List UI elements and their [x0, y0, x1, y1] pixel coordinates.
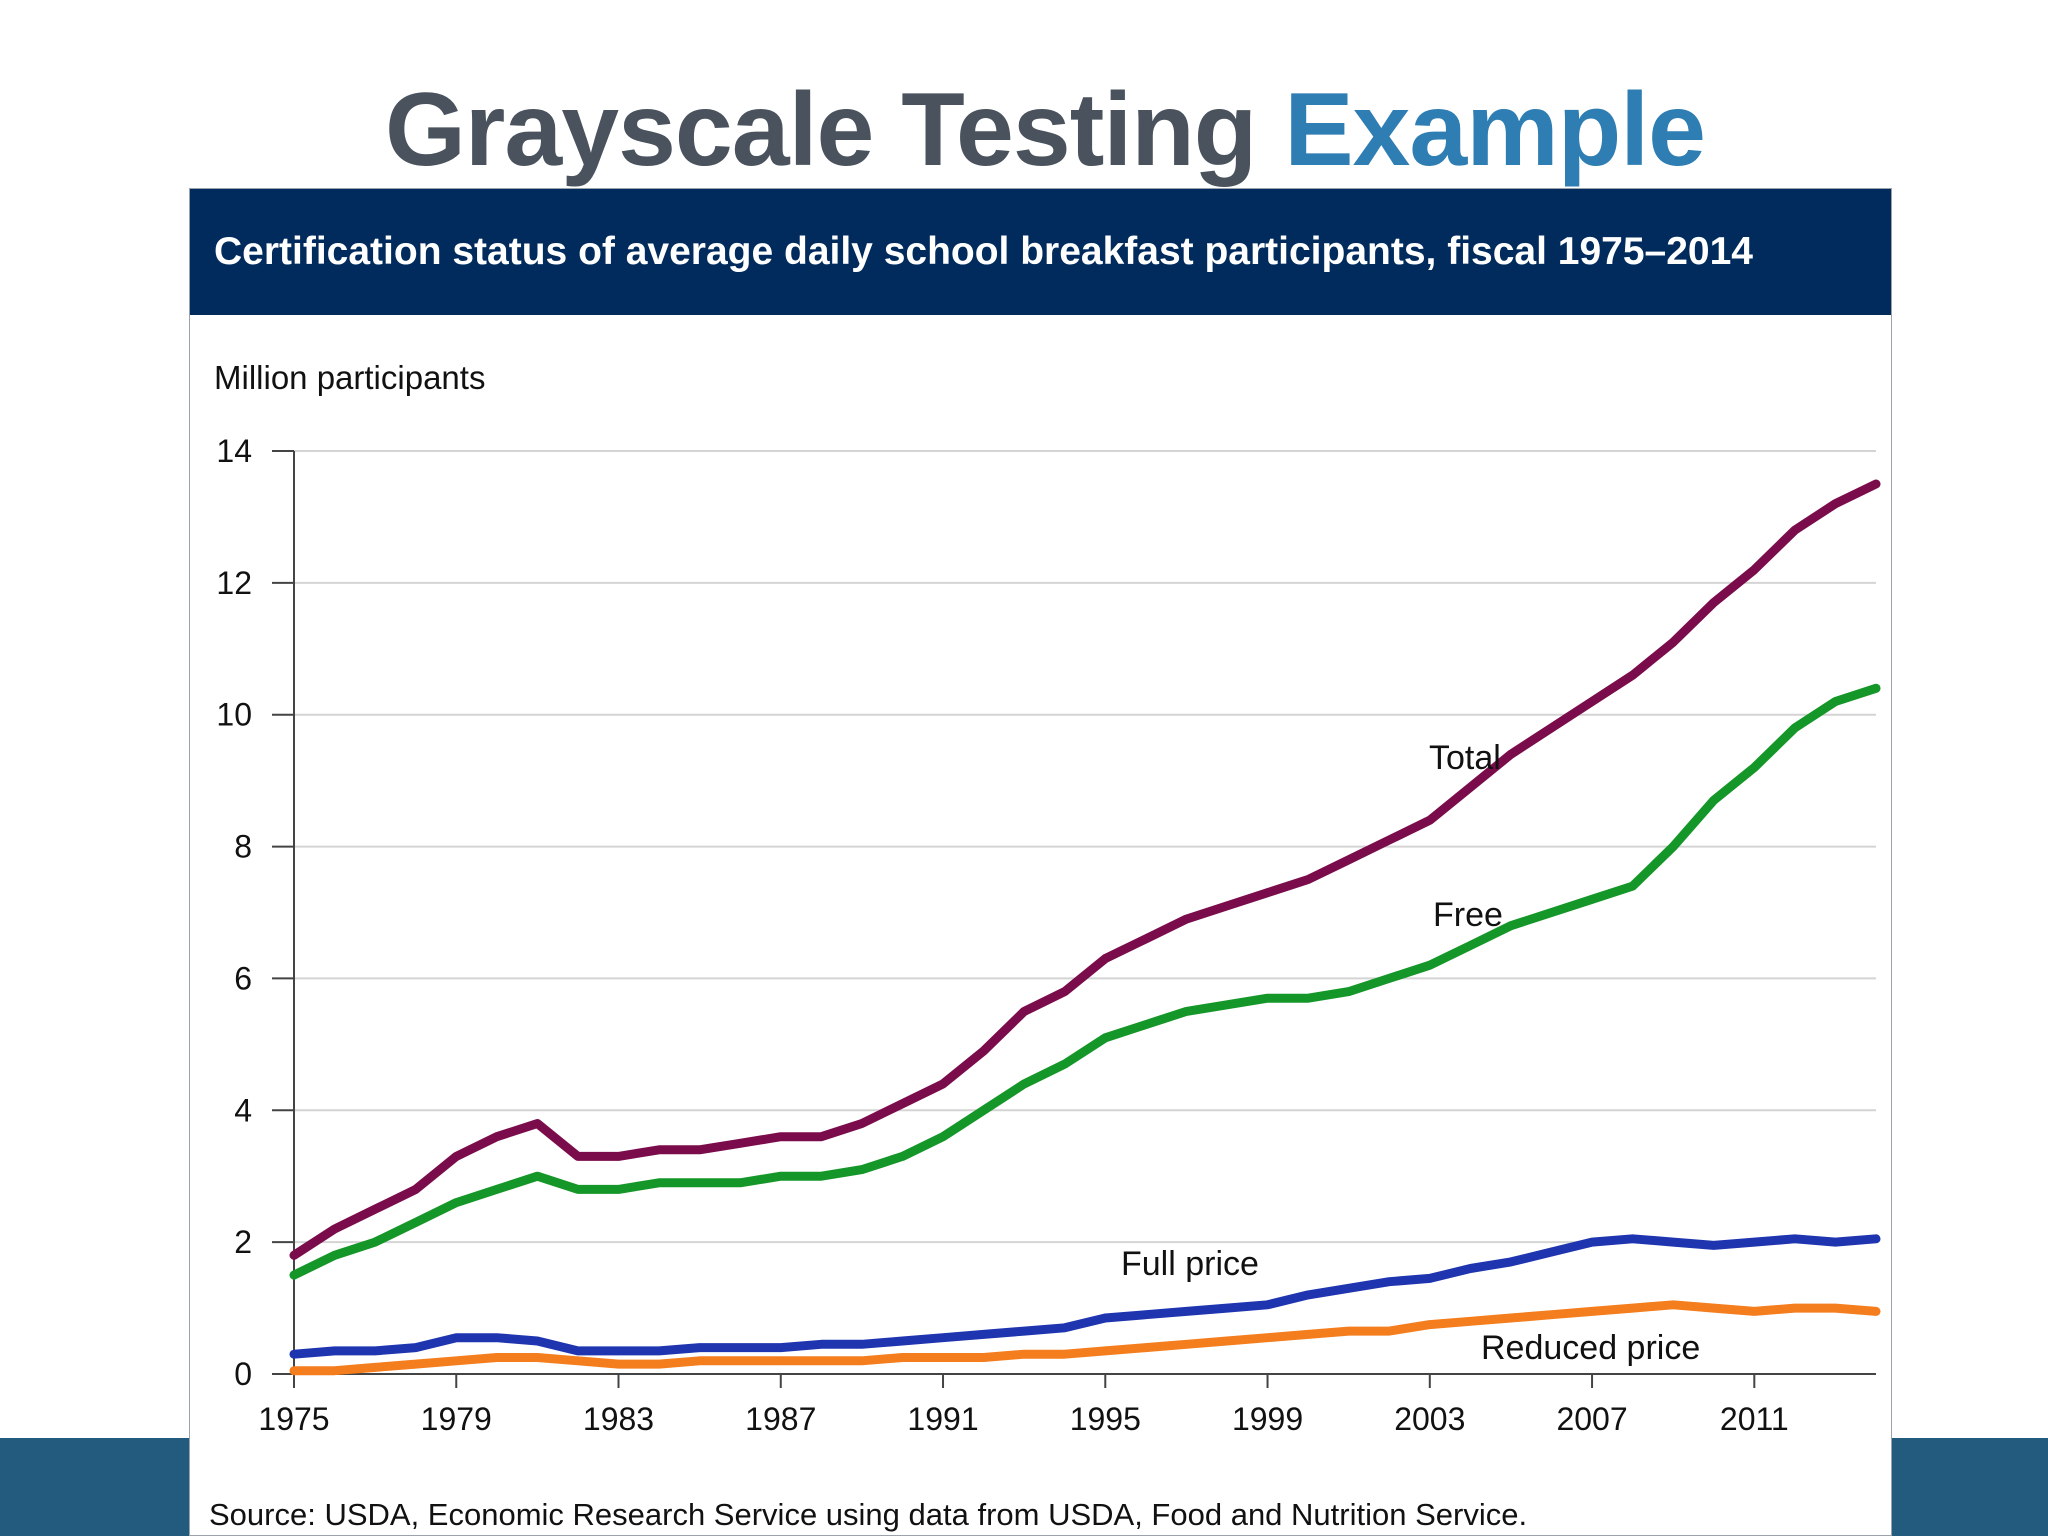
series-line-full-price: [289, 1234, 1881, 1359]
x-tick-label-2007: 2007: [1556, 1401, 1627, 1437]
x-tick-label-1995: 1995: [1070, 1401, 1141, 1437]
y-tick-label-12: 12: [216, 565, 252, 601]
series-line-reduced-price: [289, 1300, 1881, 1376]
series-label-total: Total: [1429, 739, 1501, 777]
chart-card: Certification status of average daily sc…: [189, 188, 1892, 1536]
y-tick-label-4: 4: [234, 1092, 252, 1128]
y-tick-label-10: 10: [216, 697, 252, 733]
y-tick-label-0: 0: [234, 1356, 252, 1392]
y-tick-label-8: 8: [234, 829, 252, 865]
x-tick-label-1979: 1979: [421, 1401, 492, 1437]
x-tick-label-1999: 1999: [1232, 1401, 1303, 1437]
slide-title-accent: Example: [1284, 72, 1706, 188]
series-line-total: [289, 479, 1881, 1260]
x-tick-label-1975: 1975: [258, 1401, 329, 1437]
x-tick-label-2003: 2003: [1394, 1401, 1465, 1437]
chart-plot: Million participants 0 2 4 6 8 10 12 14 1975 1979 1…: [214, 359, 1881, 1437]
chart-title: Certification status of average daily sc…: [190, 189, 1891, 315]
series-label-reduced-price: Reduced price: [1481, 1329, 1700, 1367]
x-tick-label-2011: 2011: [1720, 1401, 1789, 1437]
series-line-free: [289, 683, 1881, 1280]
y-tick-label-14: 14: [216, 433, 252, 469]
x-tick-label-1991: 1991: [907, 1401, 978, 1437]
series-label-free: Free: [1433, 896, 1503, 934]
y-tick-label-6: 6: [234, 960, 252, 996]
slide-title: Grayscale Testing Example: [0, 70, 2048, 190]
x-tick-label-1987: 1987: [745, 1401, 816, 1437]
x-tick-label-1983: 1983: [583, 1401, 654, 1437]
y-axis-title: Million participants: [214, 359, 485, 396]
chart-source: Source: USDA, Economic Research Service …: [209, 1497, 1528, 1532]
y-tick-label-2: 2: [234, 1224, 252, 1260]
series-label-full-price: Full price: [1121, 1245, 1259, 1283]
slide-title-main: Grayscale Testing: [385, 72, 1257, 188]
